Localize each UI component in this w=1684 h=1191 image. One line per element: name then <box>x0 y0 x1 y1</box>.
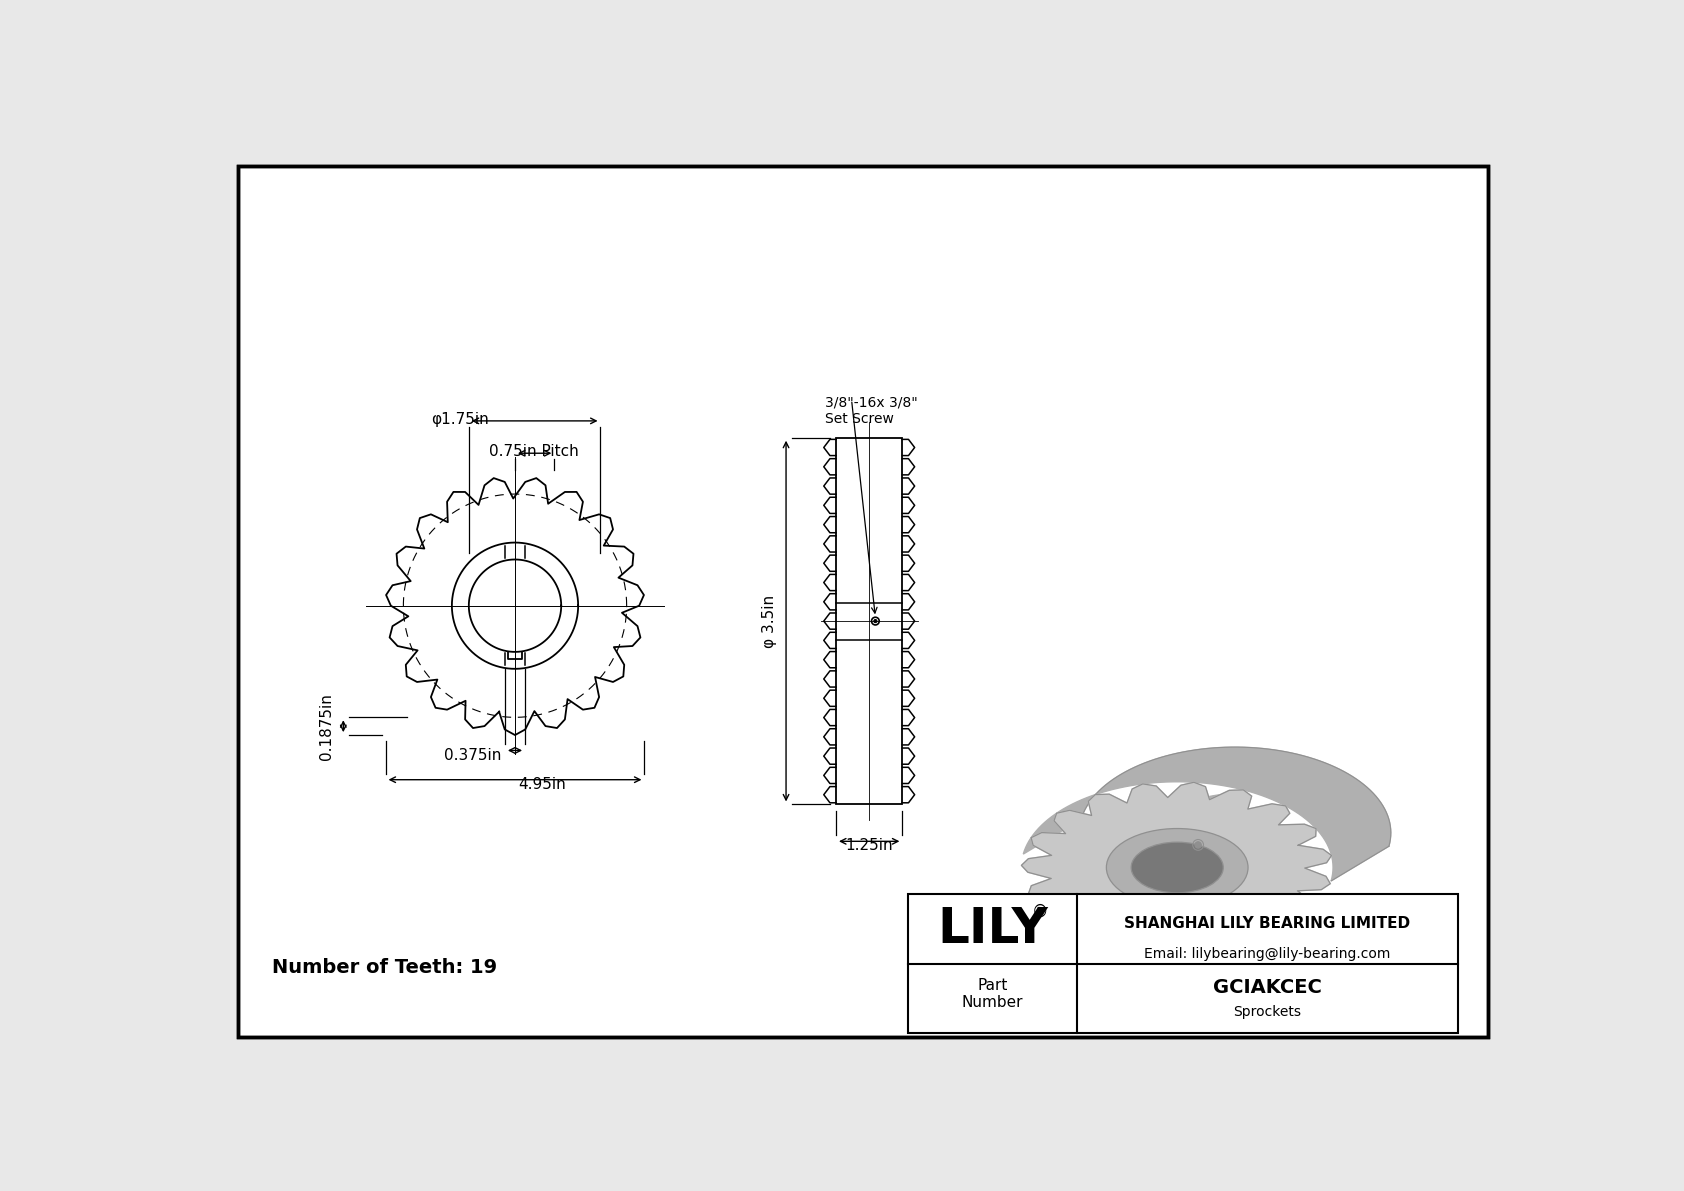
Polygon shape <box>1022 782 1332 953</box>
Text: GCIAKCEC: GCIAKCEC <box>1212 978 1322 997</box>
Text: 4.95in: 4.95in <box>519 777 566 792</box>
Bar <box>835 438 903 804</box>
Text: Email: lilybearing@lily-bearing.com: Email: lilybearing@lily-bearing.com <box>1143 947 1391 961</box>
Circle shape <box>874 619 877 623</box>
Text: SHANGHAI LILY BEARING LIMITED: SHANGHAI LILY BEARING LIMITED <box>1125 916 1411 931</box>
Text: Number of Teeth: 19: Number of Teeth: 19 <box>273 958 497 977</box>
Text: Sprockets: Sprockets <box>1233 1005 1302 1019</box>
Polygon shape <box>1024 747 1391 881</box>
Text: φ 3.5in: φ 3.5in <box>761 594 776 648</box>
Bar <box>908 894 1458 1033</box>
Circle shape <box>1196 842 1201 848</box>
Polygon shape <box>1189 807 1282 859</box>
Text: φ1.75in: φ1.75in <box>431 412 488 426</box>
Polygon shape <box>1106 794 1234 906</box>
Text: 3/8"-16x 3/8"
Set Screw: 3/8"-16x 3/8" Set Screw <box>825 395 918 425</box>
Text: 0.75in Pitch: 0.75in Pitch <box>490 444 579 459</box>
Text: ®: ® <box>1032 903 1049 921</box>
Text: 1.25in: 1.25in <box>845 837 893 853</box>
Text: 0.1875in: 0.1875in <box>318 693 333 760</box>
Ellipse shape <box>1132 842 1223 893</box>
Text: Part
Number: Part Number <box>962 978 1024 1010</box>
Text: 0.375in: 0.375in <box>445 748 502 762</box>
Text: LILY: LILY <box>936 905 1047 953</box>
Ellipse shape <box>1106 829 1248 906</box>
